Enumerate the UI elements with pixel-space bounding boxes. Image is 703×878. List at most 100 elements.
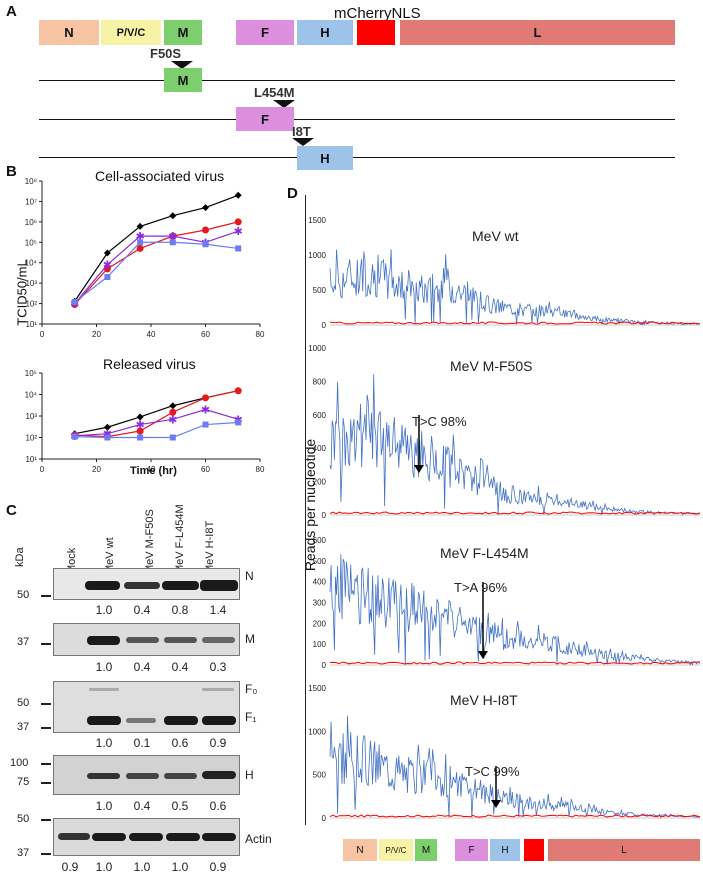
x-tick-label: 60 bbox=[201, 465, 210, 474]
chart-title-cell-associated: Cell-associated virus bbox=[95, 168, 225, 184]
data-point bbox=[202, 241, 209, 248]
arrow-head-icon bbox=[491, 800, 501, 808]
quant-value: 0.4 bbox=[171, 660, 189, 674]
band bbox=[87, 716, 121, 725]
y-tick-label: 10⁷ bbox=[25, 197, 37, 206]
x-tick-label: 0 bbox=[40, 465, 45, 474]
y-tick-label: 10⁶ bbox=[25, 218, 37, 227]
data-point: ✱ bbox=[234, 226, 243, 238]
y-tick-label: 600 bbox=[313, 411, 327, 420]
data-point: ✱ bbox=[135, 420, 144, 432]
panel-letter-b: B bbox=[6, 163, 17, 180]
y-tick-label: 300 bbox=[313, 599, 327, 608]
mutation-line bbox=[329, 661, 700, 665]
data-point bbox=[137, 434, 144, 441]
depth-title-wt: MeV wt bbox=[472, 228, 519, 244]
depth-title-h: MeV H-I8T bbox=[450, 692, 518, 708]
panel-letter-d: D bbox=[287, 185, 298, 202]
series-line bbox=[74, 241, 239, 303]
lane-label-h-i8t: MeV H-I8T bbox=[204, 520, 216, 574]
data-point bbox=[234, 191, 242, 199]
band bbox=[124, 582, 160, 589]
band bbox=[92, 833, 126, 841]
series-line bbox=[74, 390, 239, 438]
band bbox=[202, 771, 236, 779]
panel-letter-c: C bbox=[6, 502, 17, 519]
quant-value: 1.0 bbox=[133, 860, 151, 874]
mutation-label-m: F50S bbox=[150, 46, 182, 61]
y-tick-label: 10³ bbox=[25, 279, 37, 288]
series-line bbox=[74, 194, 239, 302]
annotation-m: T>C 98% bbox=[412, 414, 467, 429]
x-tick-label: 80 bbox=[256, 465, 265, 474]
y-tick-label: 400 bbox=[313, 444, 327, 453]
x-tick-label: 60 bbox=[201, 330, 210, 339]
series-line bbox=[74, 221, 239, 305]
mw-tick bbox=[41, 819, 51, 821]
mw-marker: 37 bbox=[17, 721, 30, 733]
data-point bbox=[104, 273, 111, 280]
quant-value: 0.3 bbox=[209, 660, 227, 674]
band bbox=[164, 716, 198, 725]
data-point: ✱ bbox=[168, 231, 177, 243]
y-tick-label: 500 bbox=[313, 771, 327, 780]
quant-value: 1.0 bbox=[95, 603, 113, 617]
mw-tick bbox=[41, 595, 51, 597]
series-line bbox=[74, 408, 239, 437]
mutation-label-h: I8T bbox=[292, 124, 311, 139]
data-point bbox=[136, 222, 144, 230]
blot-h bbox=[53, 755, 240, 795]
data-point bbox=[234, 218, 242, 226]
quant-value: 1.4 bbox=[209, 603, 227, 617]
mw-tick bbox=[41, 727, 51, 729]
y-tick-label: 10⁵ bbox=[25, 369, 37, 378]
y-tick-label: 0 bbox=[322, 321, 327, 330]
mutation-arrow-icon bbox=[171, 61, 193, 69]
series-line bbox=[74, 421, 239, 439]
data-point bbox=[136, 244, 144, 252]
depth-title-m: MeV M-F50S bbox=[450, 358, 533, 374]
depth-chart: 0 500 1000 1500 0 200 400 600 800 1000 0 100 200 300 4… bbox=[308, 216, 701, 823]
y-tick-label: 10⁴ bbox=[25, 259, 38, 268]
band bbox=[200, 580, 238, 591]
y-tick-label: 600 bbox=[313, 536, 327, 545]
y-tick-label: 0 bbox=[322, 814, 327, 823]
gene-m: M bbox=[164, 20, 202, 45]
gene-l: L bbox=[548, 839, 700, 861]
data-point: ✱ bbox=[201, 405, 210, 417]
lane-label-f-l454m: MeV F-L454M bbox=[174, 504, 186, 574]
y-tick-label: 1000 bbox=[308, 251, 326, 260]
annotation-h: T>C 99% bbox=[465, 764, 520, 779]
depth-axis-line bbox=[305, 195, 306, 825]
blot-actin bbox=[53, 818, 240, 856]
blot-m bbox=[53, 623, 240, 656]
quant-value: 0.1 bbox=[133, 736, 151, 750]
growth-chart: 10¹10²10³10⁴10⁵10⁶10⁷10⁸020406080✱✱✱✱✱✱ … bbox=[25, 177, 265, 474]
band bbox=[58, 833, 90, 840]
mutant-gene-f: F bbox=[236, 107, 294, 131]
series-line bbox=[74, 230, 239, 304]
band bbox=[85, 581, 120, 590]
quant-value: 0.9 bbox=[209, 860, 227, 874]
band bbox=[126, 637, 159, 643]
data-point bbox=[169, 239, 176, 246]
band bbox=[202, 833, 236, 841]
gene-pvc: P/V/C bbox=[379, 839, 413, 861]
genome-line bbox=[39, 119, 675, 120]
y-tick-label: 100 bbox=[313, 640, 327, 649]
quant-value: 0.4 bbox=[133, 799, 151, 813]
kda-label: kDa bbox=[14, 547, 26, 567]
mutation-arrow-icon bbox=[292, 138, 314, 146]
data-point: ✱ bbox=[168, 414, 177, 426]
gene-h: H bbox=[297, 20, 353, 45]
quant-value: 1.0 bbox=[95, 660, 113, 674]
data-point bbox=[202, 421, 209, 428]
data-point bbox=[136, 413, 144, 421]
data-point bbox=[235, 245, 242, 252]
y-tick-label: 800 bbox=[313, 377, 327, 386]
mutation-arrow-icon bbox=[273, 100, 295, 108]
mutation-label-f: L454M bbox=[254, 85, 295, 100]
band bbox=[202, 688, 234, 691]
data-point bbox=[136, 427, 144, 435]
